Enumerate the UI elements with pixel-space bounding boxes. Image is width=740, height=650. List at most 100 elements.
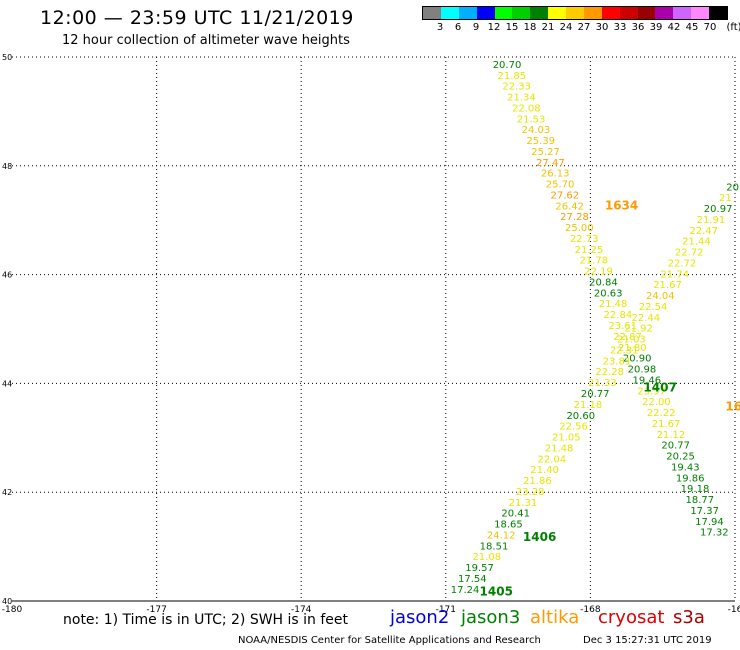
pass-time-label: 1406 (523, 530, 556, 544)
wave-height-label: 21.40 (530, 465, 559, 476)
longitude-tick-label: -174 (291, 605, 312, 615)
color-swatch (440, 7, 459, 19)
wave-height-label: 22.73 (570, 234, 599, 245)
wave-height-label: 21.53 (517, 114, 546, 125)
legend-item-jason3: jason3 (461, 607, 521, 628)
wave-height-label: 23.81 (603, 356, 632, 367)
color-swatch (494, 7, 513, 19)
wave-height-label: 22.19 (584, 267, 613, 278)
wave-height-label: 21.08 (472, 552, 501, 563)
wave-height-label: 20.25 (666, 452, 695, 463)
color-scale-units: (ft) (726, 22, 740, 33)
wave-height-label: 21.67 (653, 280, 682, 291)
color-swatch (548, 7, 566, 19)
wave-height-label: 21 (719, 193, 732, 204)
color-scale-tick-label: 9 (472, 22, 480, 33)
wave-height-label: 20.98 (628, 365, 657, 376)
color-scale-tick-label: 30 (595, 22, 609, 33)
color-scale-tick-label: 21 (541, 22, 555, 33)
wave-height-label: 22.54 (639, 302, 668, 313)
wave-height-label: 21.44 (682, 237, 711, 248)
longitude-tick-label: -180 (2, 605, 23, 615)
color-scale-tick-label: 27 (577, 22, 591, 33)
wave-height-label: 20.63 (594, 288, 623, 299)
wave-height-label: 27.28 (560, 212, 589, 223)
color-swatch (476, 7, 495, 19)
wave-height-label: 21.48 (545, 443, 574, 454)
wave-height-label: 21.48 (599, 299, 628, 310)
wave-height-label: 17.32 (700, 528, 729, 539)
wave-height-label: 22.31 (610, 345, 639, 356)
wave-height-label: 22.72 (675, 248, 704, 259)
wave-height-label: 21.91 (697, 215, 726, 226)
generation-timestamp: Dec 3 15:27:31 UTC 2019 (583, 635, 712, 646)
wave-height-label: 25.70 (546, 180, 575, 191)
color-scale-tick-label: 33 (613, 22, 627, 33)
wave-height-label: 25.39 (526, 136, 555, 147)
wave-height-label: 22.87 (613, 332, 642, 343)
color-swatch (709, 7, 727, 19)
wave-height-label: 22.28 (595, 367, 624, 378)
wave-height-label: 20.84 (589, 277, 618, 288)
color-swatch (655, 7, 674, 19)
wave-height-label: 19.18 (681, 484, 710, 495)
wave-height-label: 21.85 (498, 71, 527, 82)
wave-height-label: 26.13 (541, 169, 570, 180)
pass-time-label: 1634 (605, 198, 638, 212)
longitude-tick-label: -168 (580, 605, 601, 615)
wave-height-label: 19.43 (671, 462, 700, 473)
legend-item-s3a: s3a (673, 607, 705, 628)
map-subtitle: 12 hour collection of altimeter wave hei… (62, 33, 350, 48)
wave-height-label: 25.00 (565, 223, 594, 234)
color-scale-tick-label: 3 (436, 22, 444, 33)
wave-height-label: 20.41 (501, 509, 530, 520)
wave-height-label: 20.77 (661, 441, 690, 452)
footer-note: note: 1) Time is in UTC; 2) SWH is in fe… (63, 612, 349, 628)
color-swatch (637, 7, 656, 19)
legend-item-cryosat: cryosat (598, 607, 665, 628)
wave-height-label: 22.47 (689, 226, 718, 237)
wave-height-label: 21.31 (509, 498, 538, 509)
latitude-tick-label: 44 (2, 379, 12, 388)
wave-height-label: 17.37 (690, 506, 719, 517)
wave-height-label: 22.04 (538, 454, 567, 465)
wave-height-label: 22.84 (604, 310, 633, 321)
legend-item-jason2: jason2 (390, 607, 450, 628)
wave-height-label: 21.86 (523, 476, 552, 487)
latitude-tick-label: 48 (2, 162, 12, 171)
color-swatch (458, 7, 477, 19)
wave-height-label: 21.25 (575, 245, 604, 256)
wave-height-label: 22.22 (647, 408, 676, 419)
longitude-tick-label: -177 (146, 605, 166, 615)
color-scale-tick-label: 39 (649, 22, 663, 33)
wave-height-label: 26.42 (555, 201, 584, 212)
longitude-tick-label: -16 (728, 605, 740, 615)
wave-height-label: 21.92 (624, 324, 653, 335)
color-scale-tick-label: 6 (454, 22, 462, 33)
wave-height-label: 19.46 (632, 375, 661, 386)
color-scale-tick-label: 24 (559, 22, 573, 33)
color-scale-tick-label: 36 (631, 22, 645, 33)
wave-height-label: 17.54 (458, 574, 487, 585)
wave-height-label: 21.18 (574, 400, 603, 411)
wave-height-label: 22.08 (512, 103, 541, 114)
color-scale-tick-label: 12 (487, 22, 501, 33)
color-swatch (566, 7, 584, 19)
wave-height-label: 24.12 (487, 530, 516, 541)
color-swatch (619, 7, 638, 19)
wave-height-label: 22.56 (559, 422, 588, 433)
wave-height-label: 21.67 (652, 419, 681, 430)
wave-height-label: 20.77 (581, 389, 610, 400)
color-swatch (601, 7, 620, 19)
color-scale-tick-label: 70 (703, 22, 717, 33)
longitude-tick-label: -171 (436, 605, 456, 615)
wave-height-label: 20.70 (493, 60, 522, 71)
map-title: 12:00 — 23:59 UTC 11/21/2019 (40, 7, 354, 29)
wave-height-label: 25.27 (531, 147, 560, 158)
wave-height-label: 19.57 (465, 563, 494, 574)
latitude-tick-label: 46 (2, 271, 12, 280)
color-swatch (530, 7, 549, 19)
wave-height-label: 18.77 (685, 495, 714, 506)
wave-height-label: 24.04 (646, 291, 675, 302)
